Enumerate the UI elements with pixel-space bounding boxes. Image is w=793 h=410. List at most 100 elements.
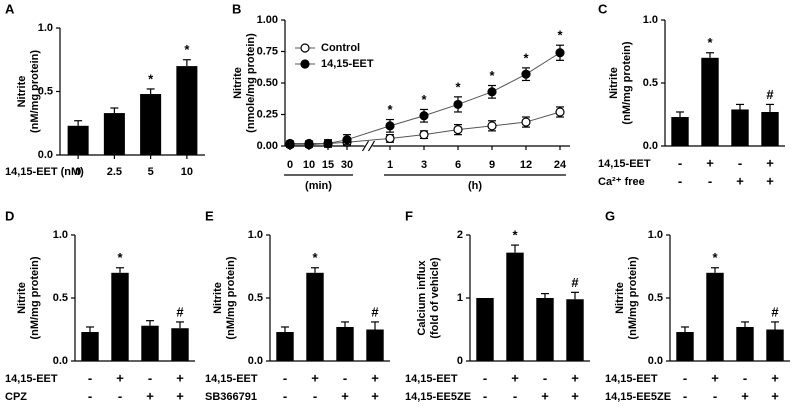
x-tick-label: 12 (520, 159, 532, 171)
condition-sign: - (283, 388, 287, 403)
panel-label: F (405, 208, 413, 223)
data-point (285, 138, 295, 149)
significance-mark: * (557, 28, 563, 43)
data-point (453, 125, 463, 135)
y-axis-label: Nitrite (614, 282, 626, 314)
group-label: (min) (305, 180, 332, 192)
bar (276, 332, 294, 361)
y-tick-label: 2 (457, 229, 463, 241)
panel-label: D (5, 208, 14, 223)
bar (67, 125, 89, 155)
bar (566, 299, 584, 361)
significance-mark: * (489, 68, 495, 83)
bar (761, 111, 779, 146)
condition-sign: - (88, 370, 92, 385)
condition-sign: - (743, 370, 747, 385)
condition-sign: + (771, 370, 779, 385)
y-tick-label: 0.0 (643, 140, 658, 152)
data-point (385, 133, 395, 144)
y-axis-label: Nitrite (16, 76, 28, 108)
significance-mark: # (771, 304, 779, 319)
bar (536, 298, 554, 361)
axis-break (367, 140, 376, 152)
data-point (323, 138, 333, 149)
bar (671, 117, 689, 146)
x-tick-label: 3 (421, 159, 427, 171)
condition-sign: - (343, 370, 347, 385)
legend-label: Control (321, 42, 360, 54)
condition-sign: + (371, 370, 379, 385)
data-point (419, 111, 429, 121)
y-axis-label: Nitrite (212, 282, 224, 314)
bar (766, 329, 784, 361)
condition-label: 14,15-EE5ZE (405, 391, 471, 403)
panel-label: B (232, 1, 241, 16)
x-tick-label: 10 (303, 159, 315, 171)
significance-mark: * (455, 79, 461, 94)
y-axis-label: (fold of vehicle) (429, 257, 441, 339)
y-axis-label: Nitrite (232, 67, 244, 99)
condition-sign: - (678, 173, 682, 188)
condition-label: 14,15-EE5ZE (605, 391, 671, 403)
condition-sign: + (511, 370, 519, 385)
significance-mark: * (312, 250, 318, 265)
bar (736, 326, 754, 361)
condition-label: 14,15-EET (605, 373, 658, 385)
condition-label: Ca²⁺ free (598, 176, 645, 188)
x-tick-label: 5 (148, 166, 154, 178)
x-axis-label: 14,15-EET (nM) (5, 166, 84, 178)
y-tick-label: 0.5 (648, 292, 663, 304)
condition-sign: - (483, 388, 487, 403)
y-tick-label: 0.5 (53, 292, 68, 304)
significance-mark: * (523, 50, 529, 65)
condition-sign: + (711, 370, 719, 385)
bar (706, 272, 724, 361)
y-tick-label: 0.5 (248, 292, 263, 304)
condition-sign: + (371, 388, 379, 403)
significance-mark: # (571, 275, 579, 290)
significance-mark: * (117, 250, 123, 265)
condition-sign: + (146, 388, 154, 403)
bar (306, 272, 324, 361)
condition-sign: + (571, 388, 579, 403)
data-point (342, 135, 352, 145)
y-tick-label: 0 (457, 355, 463, 367)
data-point (521, 117, 531, 127)
condition-label: 14,15-EET (5, 373, 58, 385)
x-tick-label: 0 (287, 159, 293, 171)
panel-label: A (5, 1, 15, 16)
significance-mark: * (421, 92, 427, 107)
condition-sign: + (176, 388, 184, 403)
y-axis-label: (nM/mg protein) (627, 256, 639, 339)
data-point (521, 69, 531, 79)
condition-sign: + (311, 370, 319, 385)
y-axis-label: (nM/mg protein) (225, 256, 237, 339)
y-tick-label: 1.0 (38, 22, 53, 34)
condition-sign: + (706, 155, 714, 170)
x-tick-label: 15 (322, 159, 334, 171)
y-tick-label: 0.0 (38, 149, 53, 161)
condition-sign: + (541, 388, 549, 403)
bar (111, 272, 129, 361)
condition-sign: - (683, 370, 687, 385)
group-label: (h) (468, 180, 482, 192)
condition-label: 14,15-EET (405, 373, 458, 385)
bar (103, 113, 125, 155)
significance-mark: # (176, 304, 184, 319)
y-tick-label: 0.5 (643, 77, 658, 89)
y-tick-label: 1.0 (643, 14, 658, 26)
bar (141, 325, 159, 361)
y-tick-label: 0.50 (257, 77, 278, 89)
condition-sign: + (736, 173, 744, 188)
bar (140, 94, 162, 155)
significance-mark: * (512, 228, 518, 243)
condition-sign: - (148, 370, 152, 385)
series-line (290, 52, 561, 144)
legend-label: 14,15-EET (321, 58, 374, 70)
y-tick-label: 1.0 (248, 229, 263, 241)
condition-sign: + (116, 370, 124, 385)
data-point (487, 121, 497, 131)
significance-mark: # (766, 87, 774, 102)
axis-break-gap (364, 143, 373, 149)
